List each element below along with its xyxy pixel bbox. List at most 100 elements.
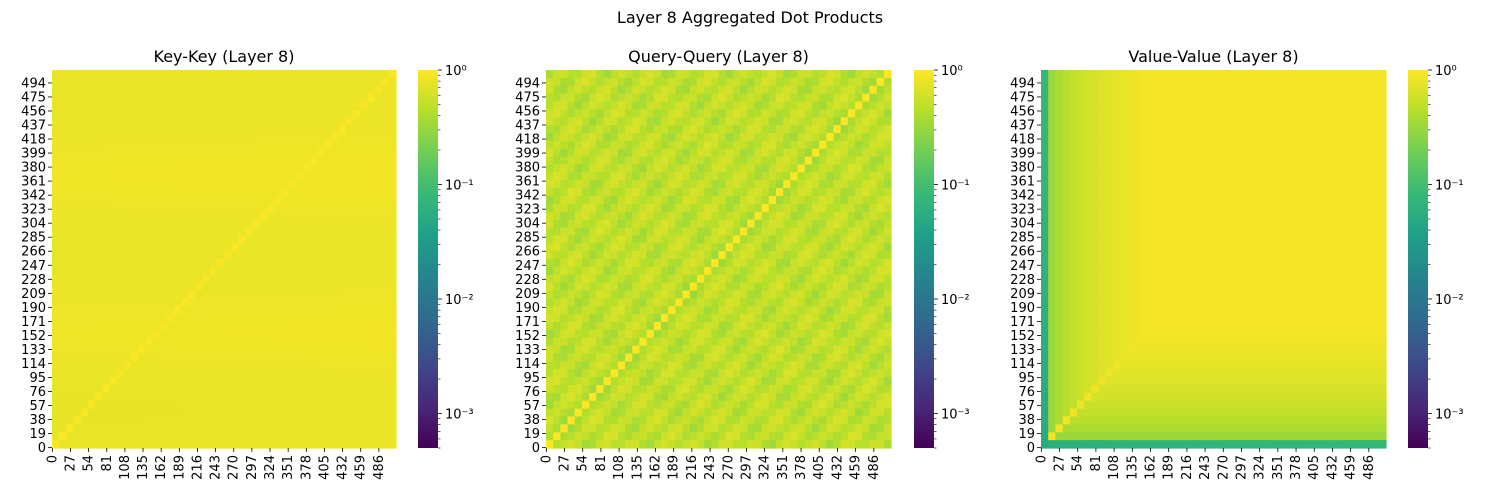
heatmap-cell	[195, 306, 204, 315]
heatmap-cell	[130, 432, 139, 441]
heatmap-cell	[66, 337, 75, 347]
heatmap-cell	[617, 93, 626, 103]
heatmap-cell	[797, 251, 806, 260]
heatmap-cell	[840, 251, 849, 260]
heatmap-cell	[209, 180, 218, 189]
heatmap-cell	[574, 377, 583, 386]
heatmap-cell	[152, 345, 161, 355]
heatmap-cell	[689, 266, 698, 276]
heatmap-cell	[574, 140, 583, 150]
heatmap-cell	[123, 133, 132, 142]
heatmap-cell	[747, 148, 756, 158]
heatmap-cell	[546, 211, 554, 221]
heatmap-cell	[388, 227, 397, 236]
heatmap-cell	[661, 400, 669, 410]
heatmap-cell	[711, 322, 720, 331]
heatmap-cell	[102, 109, 110, 118]
heatmap-cell	[331, 274, 340, 284]
heatmap-cell	[80, 227, 89, 236]
heatmap-cell	[639, 432, 648, 441]
heatmap-cell	[109, 196, 118, 205]
heatmap-cell	[768, 353, 777, 362]
heatmap-cell	[696, 117, 705, 126]
heatmap-cell	[295, 369, 304, 378]
heatmap-cell	[783, 385, 791, 394]
heatmap-cell	[1357, 70, 1366, 79]
heatmap-cell	[797, 400, 806, 410]
heatmap-cell	[682, 314, 691, 323]
heatmap-cell	[353, 235, 361, 244]
heatmap-cell	[59, 408, 67, 418]
heatmap-cell	[367, 211, 376, 221]
heatmap-cell	[259, 369, 268, 378]
heatmap-cell	[661, 164, 669, 173]
heatmap-cell	[783, 377, 791, 386]
heatmap-cell	[59, 172, 67, 181]
heatmap-cell	[617, 196, 626, 205]
heatmap-cell	[317, 77, 325, 87]
heatmap-cell	[589, 369, 597, 378]
heatmap-cell	[1091, 85, 1100, 95]
heatmap-cell	[245, 133, 254, 142]
heatmap-cell	[130, 109, 139, 118]
heatmap-cell	[252, 180, 261, 189]
heatmap-cell	[324, 235, 333, 244]
heatmap-cell	[159, 353, 168, 362]
heatmap-cell	[138, 424, 146, 433]
heatmap-cell	[632, 251, 641, 260]
heatmap-cell	[338, 156, 347, 166]
heatmap-cell	[195, 353, 204, 362]
heatmap-cell	[245, 227, 254, 236]
heatmap-cell	[302, 400, 311, 410]
heatmap-cell	[1127, 85, 1136, 95]
heatmap-cell	[231, 219, 239, 229]
heatmap-cell	[317, 243, 325, 252]
heatmap-cell	[80, 392, 89, 402]
heatmap-cell	[152, 361, 161, 370]
heatmap-cell	[388, 361, 397, 370]
heatmap-cell	[138, 140, 146, 150]
heatmap-cell	[776, 235, 784, 244]
heatmap-cell	[855, 432, 863, 441]
heatmap-cell	[130, 85, 139, 95]
heatmap-cell	[87, 101, 96, 110]
heatmap-cell	[338, 416, 347, 425]
heatmap-cell	[109, 282, 118, 292]
heatmap-cell	[689, 337, 698, 347]
heatmap-cell	[195, 172, 204, 181]
heatmap-cell	[353, 172, 361, 181]
heatmap-cell	[883, 416, 892, 425]
heatmap-cell	[116, 235, 125, 244]
heatmap-cell	[675, 424, 684, 433]
heatmap-cell	[682, 337, 691, 347]
heatmap-cell	[274, 77, 282, 87]
heatmap-cell	[267, 203, 275, 213]
heatmap-cell	[747, 125, 756, 134]
heatmap-cell	[181, 164, 189, 173]
heatmap-cell	[869, 337, 878, 347]
heatmap-cell	[338, 337, 347, 347]
heatmap-cell	[811, 180, 820, 189]
heatmap-cell	[639, 385, 648, 394]
heatmap-cell	[632, 235, 641, 244]
heatmap-cell	[166, 266, 175, 276]
heatmap-cell	[689, 227, 698, 236]
heatmap-cell	[374, 203, 383, 213]
heatmap-cell	[216, 227, 225, 236]
heatmap-cell	[195, 322, 204, 331]
heatmap-cell	[381, 188, 390, 197]
heatmap-cell	[668, 345, 676, 355]
heatmap-cell	[310, 172, 318, 181]
heatmap-cell	[130, 345, 139, 355]
x-tick-label: 54	[576, 455, 591, 472]
heatmap-cell	[59, 196, 67, 205]
heatmap-cell	[138, 70, 146, 79]
heatmap-cell	[152, 243, 161, 252]
heatmap-cell	[52, 243, 60, 252]
heatmap-cell	[1256, 77, 1265, 87]
heatmap-cell	[675, 70, 684, 79]
heatmap-cell	[790, 400, 799, 410]
heatmap-cell	[876, 109, 885, 118]
heatmap-cell	[145, 77, 153, 87]
x-tick-label: 243	[703, 455, 718, 480]
